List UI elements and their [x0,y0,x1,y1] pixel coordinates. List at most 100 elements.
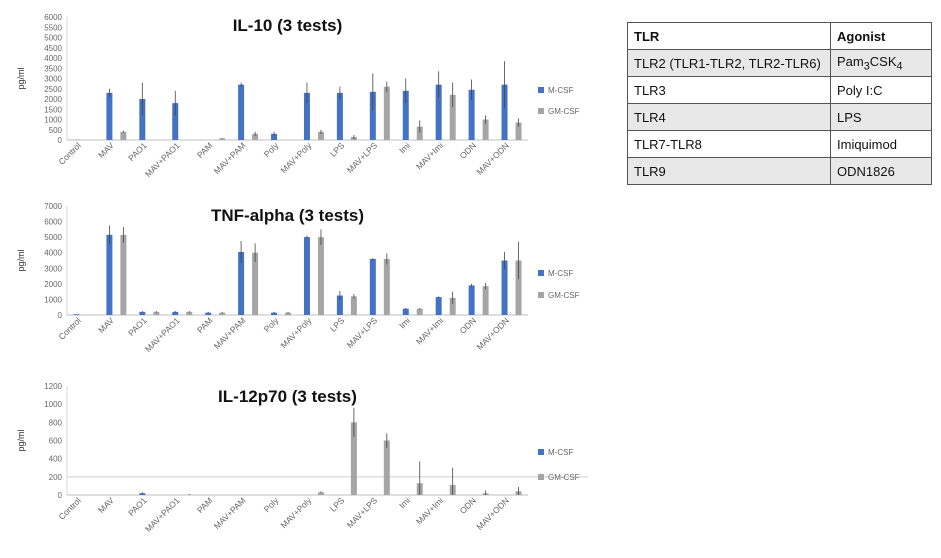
category-label: MAV+Imi [414,495,445,526]
gmcsf-bar [515,122,522,140]
mcsf-bar [303,237,310,315]
tlr-cell: TLR3 [627,76,831,104]
tlr-cell: TLR2 (TLR1-TLR2, TLR2-TLR6) [627,49,831,77]
y-tick-label: 1000 [44,116,62,125]
legend-swatch [538,292,544,298]
y-tick-label: 5500 [44,23,62,32]
gmcsf-bar [416,308,423,315]
category-label: Poly [262,315,281,334]
gmcsf-bar [317,131,324,140]
legend-label: GM-CSF [548,291,580,300]
y-tick-label: 0 [58,491,63,500]
y-tick-label: 2500 [44,85,62,94]
y-tick-label: 1000 [44,400,62,409]
category-label: Imi [397,140,412,155]
chart-title: IL-12p70 (3 tests) [218,387,357,406]
category-label: LPS [328,315,347,334]
agonist-cell: ODN1826 [830,157,932,185]
category-label: MAV [96,140,116,160]
gmcsf-bar [482,286,489,315]
legend-label: M-CSF [548,86,573,95]
legend-swatch [538,108,544,114]
mcsf-bar [336,295,343,315]
category-label: MAV+Poly [279,140,314,175]
table-row: TLR2 (TLR1-TLR2, TLR2-TLR6) Pam3CSK4 [627,49,932,77]
mcsf-bar [172,103,179,140]
mcsf-bar [106,234,113,315]
gmcsf-bar [416,126,423,140]
y-tick-label: 0 [58,136,63,145]
y-tick-label: 1000 [44,295,62,304]
category-label: LPS [328,495,347,514]
chart-title: TNF-alpha (3 tests) [211,206,364,225]
chart-title: IL-10 (3 tests) [233,16,343,35]
mcsf-bar [238,251,245,315]
legend-label: GM-CSF [548,473,580,482]
mcsf-bar [106,92,113,140]
tlr-cell: TLR9 [627,157,831,185]
category-label: MAV+LPS [345,315,380,350]
category-label: MAV [96,315,116,335]
y-tick-label: 5000 [44,233,62,242]
category-label: MAV [96,495,116,515]
category-label: MAV+ODN [474,315,511,352]
category-label: MAV+PAO1 [143,315,182,354]
mcsf-bar [303,92,310,140]
gmcsf-bar [285,312,292,315]
mcsf-bar [271,133,278,140]
tlr-agonist-table: TLR Agonist TLR2 (TLR1-TLR2, TLR2-TLR6) … [627,22,932,185]
gmcsf-bar [120,234,127,315]
category-label: MAV+LPS [345,495,380,530]
y-tick-label: 3000 [44,264,62,273]
table-header-row: TLR Agonist [627,22,932,50]
agonist-cell: Imiquimod [830,130,932,158]
gmcsf-bar [515,260,522,315]
category-label: LPS [328,140,347,159]
mcsf-bar [139,493,146,495]
category-label: PAM [195,140,215,160]
agonist-cell: Pam3CSK4 [830,49,932,77]
category-label: MAV+ODN [474,140,511,177]
category-label: PAO1 [126,140,149,163]
gmcsf-bar [383,86,390,140]
gmcsf-bar [219,138,226,140]
category-label: Imi [397,315,412,330]
mcsf-bar [468,89,475,140]
gmcsf-bar [219,312,226,315]
gmcsf-bar [153,311,160,315]
mcsf-bar [435,84,442,140]
agonist-column-header: Agonist [830,22,932,50]
category-label: MAV+Poly [279,315,314,350]
mcsf-bar [468,285,475,315]
legend-label: M-CSF [548,448,573,457]
y-tick-label: 6000 [44,218,62,227]
y-tick-label: 2000 [44,95,62,104]
y-tick-label: 6000 [44,13,62,22]
category-label: MAV+Imi [414,315,445,346]
category-label: MAV+Imi [414,140,445,171]
category-label: PAM [195,315,215,335]
mcsf-bar [369,258,376,315]
category-label: PAO1 [126,315,149,338]
y-tick-label: 4500 [44,44,62,53]
gmcsf-bar [120,131,127,140]
agonist-cell: LPS [830,103,932,131]
category-label: MAV+PAO1 [143,495,182,534]
table-row: TLR9 ODN1826 [627,157,932,185]
gmcsf-bar [449,297,456,315]
legend-swatch [538,449,544,455]
y-tick-label: 3000 [44,75,62,84]
mcsf-bar [402,90,409,140]
y-tick-label: 1500 [44,105,62,114]
il12p70-chart: IL-12p70 (3 tests) 0 200 400 600 800 1000 1200 p… [16,382,588,534]
category-label: Imi [397,495,412,510]
y-tick-label: 4000 [44,249,62,258]
mcsf-bar [271,312,278,315]
gmcsf-bar [383,258,390,315]
tlr-cell: TLR7-TLR8 [627,130,831,158]
mcsf-bar [336,92,343,140]
mcsf-bar [205,312,212,315]
category-label: MAV+ODN [474,495,511,532]
mcsf-bar [172,311,179,315]
mcsf-bar [369,91,376,140]
